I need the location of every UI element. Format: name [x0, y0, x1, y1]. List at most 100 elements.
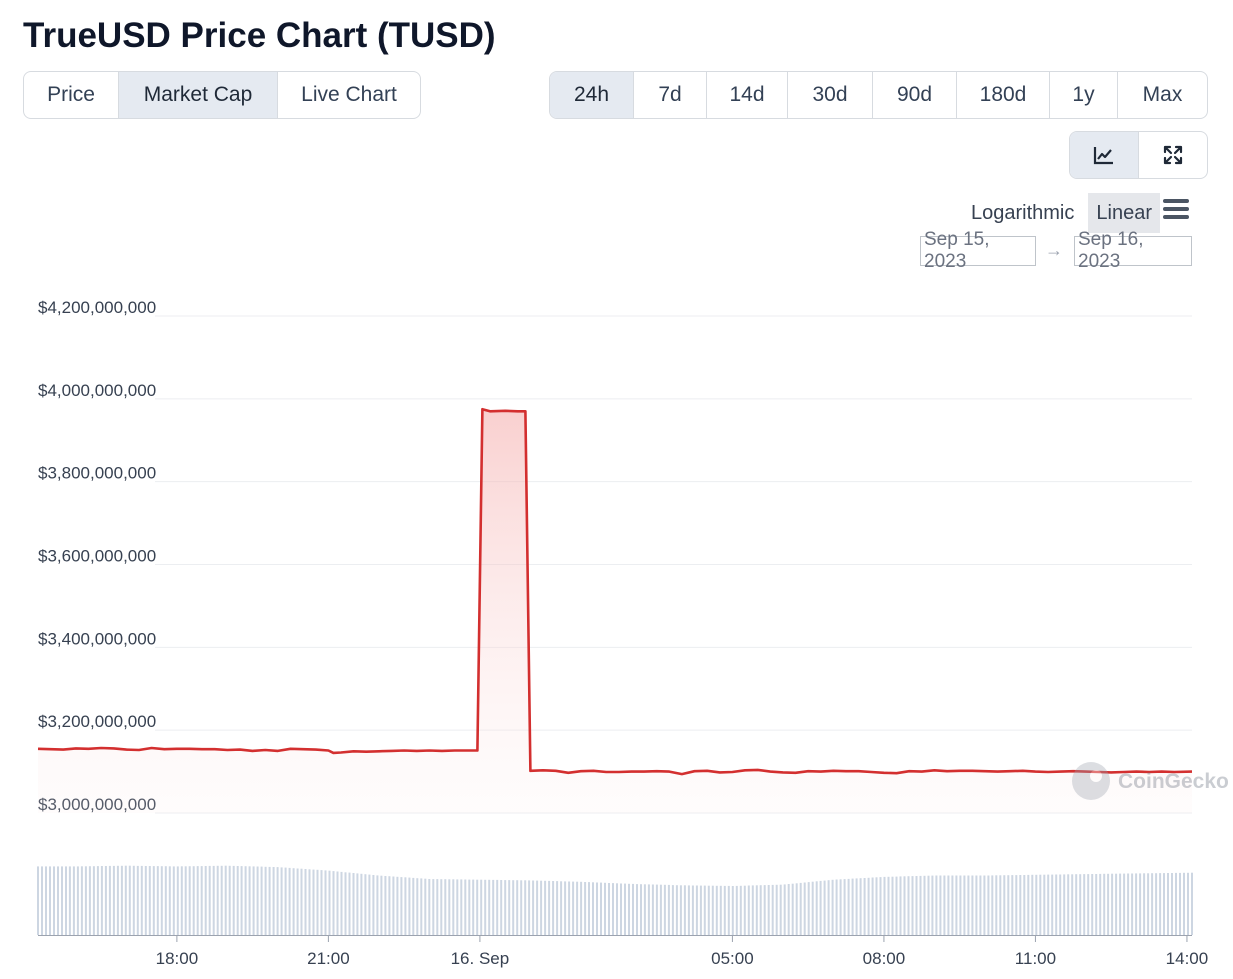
volume-bar: [288, 867, 291, 935]
volume-bar: [108, 865, 111, 935]
volume-bar: [931, 875, 934, 935]
volume-bar: [436, 879, 439, 935]
volume-bar: [220, 865, 223, 935]
volume-bar: [524, 880, 527, 935]
volume-bar: [428, 879, 431, 935]
volume-bar: [987, 875, 990, 935]
range-90d[interactable]: 90d: [873, 72, 957, 118]
volume-bar: [84, 866, 87, 935]
volume-bar: [1087, 874, 1090, 935]
volume-bar: [943, 875, 946, 935]
volume-bar: [855, 878, 858, 935]
volume-bar: [719, 885, 722, 935]
volume-bar: [1035, 874, 1038, 935]
volume-bar: [37, 866, 39, 935]
volume-bar: [296, 868, 299, 935]
menu-icon[interactable]: [1163, 198, 1189, 220]
volume-bar: [859, 878, 862, 935]
volume-bar: [771, 884, 774, 935]
volume-bar: [616, 883, 618, 935]
volume-bar: [843, 879, 846, 935]
coingecko-logo-eye: [1090, 770, 1102, 782]
volume-bar: [935, 875, 938, 935]
volume-bar: [1079, 874, 1082, 935]
volume-bar: [280, 867, 283, 935]
volume-bar: [1163, 873, 1165, 935]
volume-bar: [256, 866, 259, 935]
volume-bar: [1115, 873, 1118, 935]
volume-bar: [1043, 874, 1046, 935]
volume-bar: [1023, 875, 1026, 935]
range-1y[interactable]: 1y: [1050, 72, 1118, 118]
volume-bar: [332, 871, 335, 935]
range-7d[interactable]: 7d: [634, 72, 707, 118]
volume-bar: [867, 877, 870, 935]
expand-button[interactable]: [1139, 132, 1207, 178]
volume-bar: [360, 873, 363, 935]
volume-bar: [456, 879, 459, 935]
volume-bar: [1111, 873, 1114, 935]
volume-bar: [1027, 874, 1030, 935]
x-tick-label: 05:00: [711, 949, 754, 968]
volume-bar: [236, 866, 239, 935]
volume-bar: [200, 866, 203, 935]
range-max[interactable]: Max: [1142, 83, 1183, 106]
volume-bar: [532, 880, 535, 935]
volume-bar: [947, 875, 950, 935]
volume-bar: [1147, 873, 1150, 935]
price-line-layer: [37, 407, 1193, 776]
tab-price[interactable]: Price: [24, 72, 119, 118]
x-tick-label: 11:00: [1015, 949, 1056, 968]
volume-bar: [655, 884, 658, 935]
x-tick-label: 08:00: [863, 949, 906, 968]
coingecko-logo-icon: [1072, 762, 1110, 800]
volume-bar: [604, 882, 606, 935]
volume-bar: [999, 875, 1002, 935]
volume-bar: [831, 879, 834, 935]
volume-bar: [176, 866, 179, 935]
volume-bar: [1171, 873, 1173, 935]
volume-bar: [839, 879, 842, 935]
tab-live-chart[interactable]: Live Chart: [301, 83, 397, 106]
volume-bar: [468, 879, 471, 935]
volume-bar: [707, 885, 710, 935]
volume-bar: [1119, 873, 1122, 935]
range-30d[interactable]: 30d: [788, 72, 873, 118]
volume-bar: [783, 884, 786, 935]
volume-bar: [464, 879, 467, 935]
volume-bar: [576, 881, 579, 935]
volume-bar: [939, 875, 942, 935]
coingecko-watermark: CoinGecko: [1072, 762, 1229, 800]
scale-linear[interactable]: Linear: [1088, 193, 1160, 233]
volume-bar: [404, 877, 407, 935]
volume-bar: [632, 883, 634, 935]
volume-bar: [723, 885, 726, 935]
volume-bar: [891, 876, 894, 935]
volume-bar: [643, 884, 646, 935]
volume-bar: [388, 876, 391, 935]
volume-bar: [827, 880, 830, 935]
volume-bar: [1031, 874, 1034, 935]
volume-bar: [328, 870, 331, 935]
range-24h[interactable]: 24h: [550, 72, 634, 118]
volume-bar: [528, 880, 531, 935]
volume-bar: [560, 881, 563, 935]
range-180d[interactable]: 180d: [957, 72, 1050, 118]
volume-bar: [424, 878, 427, 935]
volume-bar: [472, 879, 475, 935]
x-tick-label: 21:00: [307, 949, 350, 968]
range-14d[interactable]: 14d: [707, 72, 788, 118]
volume-bar: [915, 876, 918, 935]
volume-bar: [763, 885, 766, 935]
line-chart-icon: [1093, 147, 1113, 165]
volume-bar: [268, 866, 271, 935]
tab-market-cap[interactable]: Market Cap: [119, 72, 278, 118]
volume-bar: [983, 875, 986, 935]
volume-bar: [1007, 875, 1010, 935]
scale-logarithmic[interactable]: Logarithmic: [971, 201, 1075, 224]
volume-bar: [975, 875, 978, 935]
volume-bar: [400, 877, 403, 935]
line-chart-button[interactable]: [1070, 132, 1139, 178]
volume-bar: [324, 870, 327, 935]
